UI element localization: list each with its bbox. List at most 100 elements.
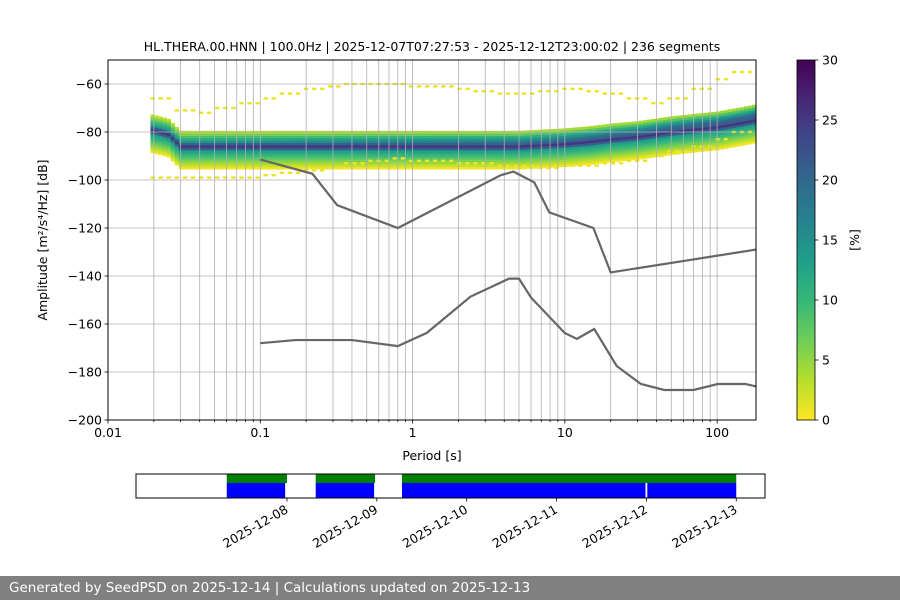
- heatmap-cell: [598, 151, 603, 154]
- heatmap-cell: [642, 139, 648, 143]
- heatmap-cell: [408, 133, 414, 136]
- heatmap-cell: [550, 141, 555, 144]
- heatmap-cell: [743, 123, 749, 126]
- heatmap-cell: [614, 142, 620, 145]
- heatmap-cell: [647, 148, 652, 152]
- heatmap-cell: [315, 138, 321, 141]
- heatmap-cell: [493, 152, 499, 156]
- x-axis-label: Period [s]: [402, 448, 461, 463]
- heatmap-cell: [202, 135, 208, 139]
- heatmap-cell: [255, 145, 260, 148]
- heatmap-cell: [469, 145, 474, 148]
- heatmap-cell: [550, 133, 555, 137]
- heatmap-cell: [731, 125, 737, 129]
- heatmap-cell: [194, 142, 200, 146]
- heatmap-cell: [340, 133, 345, 136]
- heatmap-cell: [465, 150, 470, 153]
- heatmap-cell: [525, 149, 531, 153]
- heatmap-cell: [743, 132, 749, 136]
- heatmap-cell: [739, 121, 745, 125]
- heatmap-cell: [235, 166, 240, 170]
- heatmap-cell: [255, 166, 260, 170]
- heatmap-cell: [368, 154, 373, 158]
- heatmap-cell: [529, 156, 535, 160]
- heatmap-cell: [416, 152, 422, 156]
- heatmap-cell: [445, 154, 450, 158]
- heatmap-cell: [473, 133, 478, 136]
- heatmap-cell: [453, 138, 458, 141]
- timeline-tick-label: 2025-12-10: [400, 502, 470, 551]
- heatmap-cell: [538, 156, 543, 159]
- heatmap-cell: [356, 142, 361, 146]
- heatmap-cell: [356, 138, 361, 141]
- footer-bar: Generated by SeedPSD on 2025-12-14 | Cal…: [0, 576, 900, 600]
- heatmap-cell: [307, 166, 313, 170]
- heatmap-cell: [715, 135, 721, 139]
- heatmap-cell: [420, 154, 426, 158]
- heatmap-cell: [287, 154, 293, 158]
- heatmap-cell: [558, 162, 563, 165]
- heatmap-cell: [420, 157, 426, 160]
- heatmap-cell: [307, 154, 313, 158]
- heatmap-cell: [711, 135, 717, 139]
- heatmap-cell: [291, 147, 297, 151]
- heatmap-cell: [457, 152, 462, 156]
- heatmap-cell: [295, 157, 301, 160]
- heatmap-cell: [550, 143, 555, 147]
- heatmap-cell: [554, 152, 559, 156]
- timeline-data-segment: [401, 474, 737, 483]
- heatmap-cell: [170, 142, 176, 145]
- heatmap-cell: [465, 145, 470, 148]
- heatmap-cell: [594, 127, 599, 131]
- heatmap-cell: [247, 150, 252, 153]
- heatmap-cell: [671, 123, 676, 127]
- heatmap-cell: [602, 150, 608, 154]
- heatmap-cell: [574, 129, 579, 133]
- heatmap-cell: [614, 139, 620, 143]
- heatmap-cell: [263, 138, 268, 141]
- heatmap-cell: [699, 141, 704, 145]
- heatmap-cell: [461, 164, 466, 168]
- heatmap-cell: [675, 122, 680, 126]
- heatmap-cell: [735, 119, 741, 123]
- heatmap-cell: [614, 137, 620, 141]
- heatmap-cell: [618, 122, 624, 126]
- heatmap-cell: [215, 135, 220, 139]
- heatmap-cell: [610, 142, 616, 146]
- heatmap-cell: [606, 126, 612, 129]
- heatmap-cell: [489, 138, 494, 141]
- heatmap-cell: [457, 157, 462, 160]
- heatmap-cell: [352, 147, 357, 151]
- heatmap-cell: [328, 138, 333, 141]
- heatmap-cell: [489, 142, 494, 146]
- heatmap-cell: [457, 154, 462, 158]
- heatmap-cell: [231, 150, 236, 153]
- heatmap-cell: [194, 154, 200, 158]
- heatmap-cell: [190, 176, 196, 179]
- heatmap-cell: [562, 147, 567, 151]
- heatmap-cell: [182, 142, 188, 146]
- heatmap-cell: [570, 149, 575, 153]
- heatmap-cell: [219, 145, 224, 148]
- heatmap-cell: [336, 145, 341, 148]
- heatmap-cell: [521, 166, 527, 170]
- colorbar-tick-label: 10: [822, 293, 838, 308]
- heatmap-cell: [566, 135, 571, 138]
- heatmap-cell: [485, 166, 490, 170]
- heatmap-cell: [340, 162, 345, 165]
- heatmap-cell: [429, 145, 434, 148]
- heatmap-cell: [517, 135, 523, 139]
- heatmap-cell: [655, 147, 660, 150]
- heatmap-cell: [731, 123, 737, 126]
- heatmap-cell: [227, 162, 232, 165]
- heatmap-cell: [186, 142, 192, 146]
- heatmap-cell: [509, 162, 515, 165]
- heatmap-cell: [485, 142, 490, 146]
- heatmap-cell: [679, 144, 684, 147]
- heatmap-cell: [239, 152, 244, 156]
- heatmap-cell: [675, 125, 680, 129]
- heatmap-cell: [150, 128, 155, 132]
- heatmap-cell: [396, 157, 402, 160]
- heatmap-cell: [344, 150, 349, 153]
- heatmap-cell: [630, 133, 636, 137]
